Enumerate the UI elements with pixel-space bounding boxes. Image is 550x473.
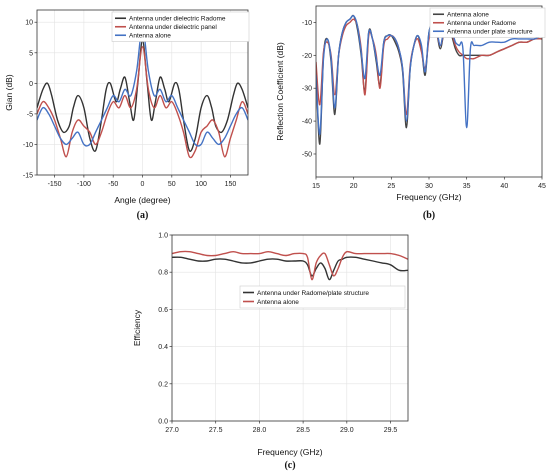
x-tick-label: 150 (225, 181, 237, 188)
y-tick-label: 5 (29, 50, 33, 57)
x-tick-label: 28.0 (253, 427, 267, 434)
legend-label: Antenna under Radome/plate structure (257, 290, 369, 297)
x-axis-label: Frequency (GHz) (257, 447, 322, 457)
x-tick-label: 50 (168, 181, 176, 188)
y-tick-label: -10 (302, 20, 312, 27)
chart-panel-2: 15 20 25 30 35 40 45 -50 -40 -30 -20 -10 Frequency (… (275, 5, 546, 221)
y-tick-label: -20 (302, 53, 312, 60)
y-tick-label: 0.0 (158, 419, 168, 426)
legend-label: Antenna under dielectric panel (129, 24, 217, 31)
legend-label: Antenna under plate structure (447, 29, 533, 36)
plot-frame (171, 234, 409, 422)
x-tick-label: 40 (500, 183, 508, 190)
x-tick-label: -50 (108, 181, 118, 188)
legend-box (429, 7, 546, 38)
series-line-2 (37, 45, 248, 159)
y-tick-label: 0.2 (158, 381, 168, 388)
legend-label: Antenna alone (447, 12, 489, 19)
x-tick-label: 30 (425, 183, 433, 190)
y-tick-label: 10 (25, 20, 33, 27)
x-tick-label: 15 (312, 183, 320, 190)
y-tick-label: -5 (27, 111, 33, 118)
x-tick-label: 25 (387, 183, 395, 190)
legend-label: Antenna under dielectric Radome (129, 16, 226, 23)
y-tick-label: -15 (23, 173, 33, 180)
series-line-2 (172, 250, 408, 281)
x-tick-label: 45 (538, 183, 546, 190)
y-tick-label: 0.8 (158, 270, 168, 277)
y-tick-label: 0.4 (158, 344, 168, 351)
x-tick-label: -150 (48, 181, 62, 188)
x-tick-label: 35 (463, 183, 471, 190)
x-tick-label: -100 (77, 181, 91, 188)
x-tick-label: 29.5 (384, 427, 398, 434)
x-tick-label: 28.5 (296, 427, 310, 434)
y-axis-label: Efficiency (132, 309, 142, 346)
panel-caption: (a) (137, 210, 149, 221)
y-tick-label: -10 (23, 142, 33, 149)
y-tick-label: -30 (302, 86, 312, 93)
chart-panel-3: 27.0 27.5 28.0 28.5 29.0 29.5 0.0 0.2 0.4 0.6 0.8 1… (132, 233, 409, 471)
x-tick-label: 27.5 (209, 427, 223, 434)
y-axis-label: Gian (dB) (4, 74, 14, 111)
y-tick-label: -40 (302, 119, 312, 126)
x-tick-label: 29.0 (340, 427, 354, 434)
legend-label: Antenna under Radome (447, 20, 516, 27)
x-axis-label: Frequency (GHz) (396, 192, 461, 202)
y-tick-label: 1.0 (158, 233, 168, 240)
y-tick-label: 0.6 (158, 307, 168, 314)
legend-box (111, 11, 250, 42)
x-tick-label: 20 (350, 183, 358, 190)
y-tick-label: 0 (29, 81, 33, 88)
x-tick-label: 27.0 (165, 427, 179, 434)
legend-label: Antenna alone (129, 33, 171, 40)
series-line-3 (316, 14, 542, 136)
series-line-1 (172, 256, 408, 281)
y-tick-label: -50 (302, 151, 312, 158)
x-axis-label: Angle (degree) (114, 195, 170, 205)
x-tick-label: 0 (141, 181, 145, 188)
legend-label: Antenna alone (257, 299, 299, 306)
panel-caption: (c) (284, 460, 295, 471)
y-axis-label: Reflection Coefficient (dB) (275, 42, 285, 141)
legend-box (239, 285, 406, 309)
x-tick-label: 100 (195, 181, 207, 188)
panel-caption: (b) (423, 210, 435, 221)
